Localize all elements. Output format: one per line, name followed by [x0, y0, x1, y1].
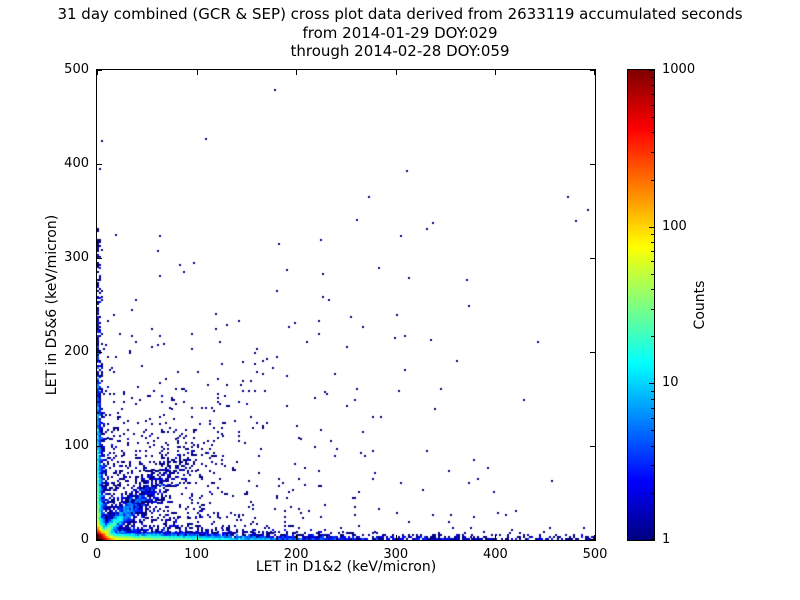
y-tick-mark-right [590, 70, 595, 71]
y-tick-mark [97, 539, 102, 540]
y-tick-mark [97, 70, 102, 71]
x-tick-label: 500 [582, 547, 608, 562]
y-tick-mark [97, 352, 102, 353]
x-tick-mark-top [196, 70, 198, 75]
x-tick-label: 0 [92, 547, 102, 562]
colorbar-minor-tick-mark [651, 465, 654, 467]
colorbar-tick-mark [649, 383, 654, 385]
colorbar-minor-tick-mark [651, 179, 654, 181]
colorbar [627, 69, 655, 541]
x-tick-mark [97, 535, 98, 540]
colorbar-minor-tick-mark [651, 418, 654, 420]
y-tick-label: 100 [64, 438, 89, 453]
y-tick-label: 400 [64, 156, 89, 171]
colorbar-minor-tick-mark [651, 289, 654, 290]
colorbar-tick-mark [649, 226, 654, 228]
colorbar-minor-tick-mark [651, 85, 654, 87]
x-tick-mark-top [395, 70, 397, 75]
x-tick-mark [594, 535, 595, 540]
scatter-plot-canvas [97, 70, 595, 540]
x-tick-label: 200 [283, 547, 309, 562]
x-tick-mark [495, 535, 497, 540]
colorbar-minor-tick-mark [651, 308, 654, 310]
y-tick-label: 0 [80, 532, 89, 547]
colorbar-minor-tick-mark [651, 430, 654, 432]
y-tick-mark-right [590, 164, 595, 165]
colorbar-tick-mark [649, 539, 654, 540]
y-tick-label: 300 [64, 250, 89, 265]
colorbar-tick-label: 10 [662, 375, 679, 391]
colorbar-minor-tick-mark [651, 398, 654, 400]
colorbar-minor-tick-mark [651, 151, 654, 153]
x-tick-mark-top [594, 70, 595, 75]
x-tick-label: 300 [383, 547, 409, 562]
y-tick-mark-right [590, 352, 595, 353]
x-tick-mark-top [296, 70, 298, 75]
colorbar-minor-tick-mark [651, 241, 654, 243]
x-tick-mark-top [97, 70, 98, 75]
x-axis-label: LET in D1&2 (keV/micron) [255, 559, 437, 575]
colorbar-minor-tick-mark [651, 250, 654, 252]
y-tick-mark-right [590, 539, 595, 540]
colorbar-minor-tick-mark [651, 390, 654, 392]
chart-title-line-1: 31 day combined (GCR & SEP) cross plot d… [57, 5, 743, 23]
plot-area [96, 69, 596, 541]
colorbar-minor-tick-mark [651, 94, 654, 96]
x-tick-mark [296, 535, 298, 540]
x-tick-mark [395, 535, 397, 540]
y-tick-label: 500 [64, 62, 89, 77]
y-tick-mark [97, 258, 102, 259]
colorbar-minor-tick-mark [651, 233, 654, 235]
colorbar-minor-tick-mark [651, 492, 654, 494]
y-tick-mark-right [590, 446, 595, 447]
x-tick-label: 100 [184, 547, 209, 562]
y-tick-mark [97, 446, 102, 447]
colorbar-minor-tick-mark [651, 407, 654, 409]
chart-title-line-2: from 2014-01-29 DOY:029 [302, 24, 498, 42]
colorbar-minor-tick-mark [651, 445, 654, 447]
y-tick-mark-right [590, 258, 595, 259]
colorbar-minor-tick-mark [651, 261, 654, 263]
y-tick-label: 200 [64, 344, 89, 359]
chart-title-line-3: through 2014-02-28 DOY:059 [290, 42, 510, 60]
colorbar-tick-label: 1000 [662, 62, 696, 77]
x-tick-mark [196, 535, 198, 540]
x-tick-label: 400 [482, 547, 508, 562]
colorbar-tick-mark [649, 70, 654, 71]
colorbar-minor-tick-mark [651, 273, 654, 275]
y-axis-label: LET in D5&6 (keV/micron) [44, 214, 60, 396]
colorbar-minor-tick-mark [651, 336, 654, 338]
colorbar-minor-tick-mark [651, 104, 654, 106]
colorbar-tick-label: 100 [662, 218, 687, 234]
colorbar-minor-tick-mark [651, 132, 654, 134]
colorbar-minor-tick-mark [651, 117, 654, 119]
x-tick-mark-top [495, 70, 497, 75]
colorbar-gradient-canvas [628, 70, 654, 540]
y-tick-mark [97, 164, 102, 165]
colorbar-minor-tick-mark [651, 77, 654, 79]
colorbar-tick-label: 1 [662, 532, 671, 547]
colorbar-label: Counts [692, 280, 708, 330]
